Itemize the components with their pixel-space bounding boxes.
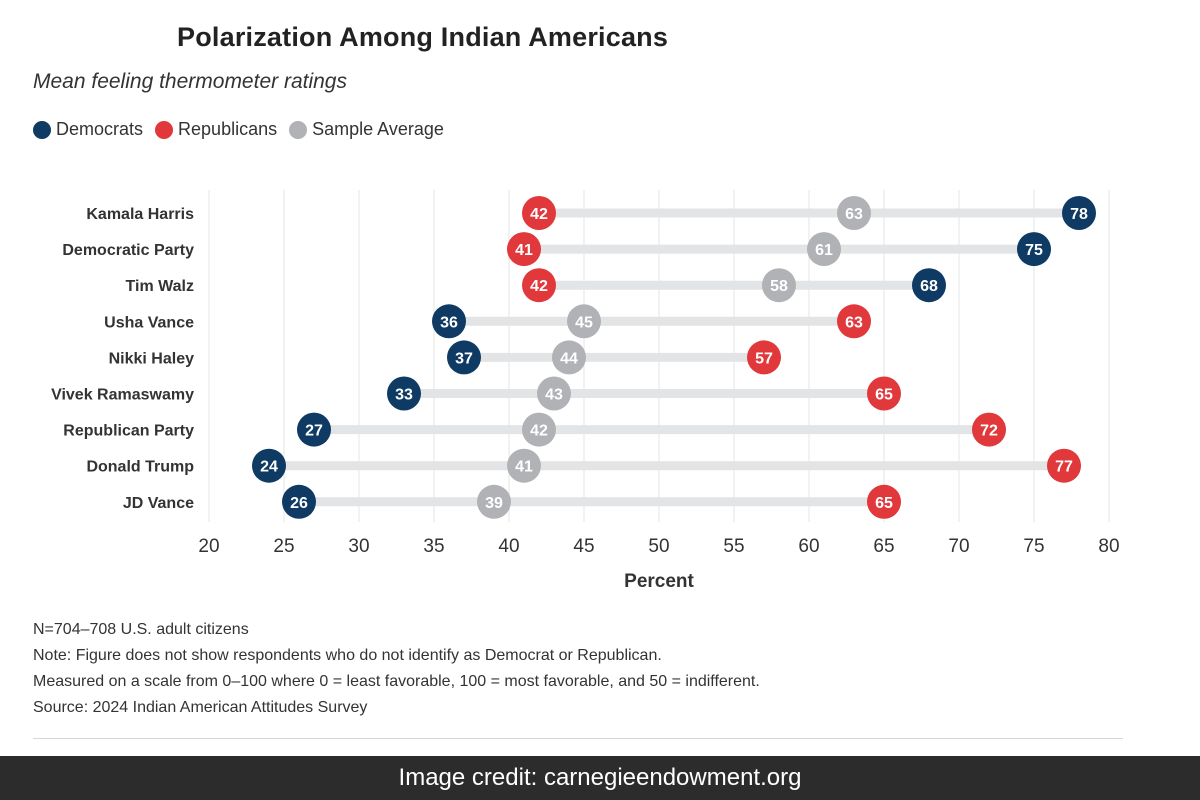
dot-sample-average-republican-party <box>522 412 556 447</box>
y-category-label-kamala-harris: Kamala Harris <box>86 206 194 223</box>
dot-republicans-kamala-harris <box>522 196 556 230</box>
data-label-democrats-jd-vance: 26 <box>290 495 308 512</box>
data-label-republicans-vivek-ramaswamy: 65 <box>875 387 893 404</box>
y-category-label-tim-walz: Tim Walz <box>126 278 194 295</box>
data-label-democrats-kamala-harris: 78 <box>1070 206 1088 223</box>
data-label-republicans-nikki-haley: 57 <box>755 350 773 367</box>
y-category-label-usha-vance: Usha Vance <box>104 314 194 331</box>
legend: Democrats Republicans Sample Average <box>33 119 456 140</box>
note-source: Source: 2024 Indian American Attitudes S… <box>33 699 368 716</box>
data-label-democrats-usha-vance: 36 <box>440 314 458 331</box>
data-label-sample-average-nikki-haley: 44 <box>560 350 578 367</box>
y-category-label-nikki-haley: Nikki Haley <box>109 350 194 367</box>
x-tick-label-65: 65 <box>873 536 894 557</box>
dot-democrats-kamala-harris <box>1062 196 1096 230</box>
dot-sample-average-donald-trump <box>507 448 541 483</box>
dot-sample-average-nikki-haley <box>552 340 586 375</box>
dot-republicans-tim-walz <box>522 268 556 303</box>
data-label-democrats-vivek-ramaswamy: 33 <box>395 387 413 404</box>
x-tick-label-50: 50 <box>648 536 669 557</box>
dot-democrats-vivek-ramaswamy <box>387 376 421 411</box>
data-label-democrats-tim-walz: 68 <box>920 278 938 295</box>
dot-democrats-donald-trump <box>252 448 286 483</box>
data-label-democrats-nikki-haley: 37 <box>455 350 473 367</box>
data-label-republicans-kamala-harris: 42 <box>530 206 548 223</box>
note-exclusion: Note: Figure does not show respondents w… <box>33 647 662 664</box>
legend-item-democrats: Democrats <box>33 119 143 140</box>
dot-sample-average-vivek-ramaswamy <box>537 376 571 411</box>
legend-dot-sample-average <box>289 120 308 139</box>
x-tick-label-60: 60 <box>798 536 819 557</box>
x-tick-label-45: 45 <box>573 536 594 557</box>
chart-title: Polarization Among Indian Americans <box>177 22 669 52</box>
note-scale: Measured on a scale from 0–100 where 0 =… <box>33 673 760 690</box>
y-category-label-democratic-party: Democratic Party <box>62 242 194 259</box>
dot-sample-average-usha-vance <box>567 304 601 339</box>
data-label-republicans-tim-walz: 42 <box>530 278 548 295</box>
data-label-republicans-democratic-party: 41 <box>515 242 533 259</box>
data-label-republicans-jd-vance: 65 <box>875 495 893 512</box>
image-credit: Image credit: carnegieendowment.org <box>0 756 1200 800</box>
data-label-democrats-democratic-party: 75 <box>1025 242 1043 259</box>
legend-item-sample-average: Sample Average <box>289 119 444 140</box>
dot-plot: 20 25 30 35 40 45 50 55 60 65 70 75 80 Percent Kamala … <box>51 190 1120 592</box>
dot-republicans-usha-vance <box>837 304 871 339</box>
legend-dot-republicans <box>155 120 174 139</box>
dot-sample-average-kamala-harris <box>837 196 871 230</box>
dot-republicans-donald-trump <box>1047 448 1081 483</box>
data-label-sample-average-tim-walz: 58 <box>770 278 788 295</box>
data-label-republicans-republican-party: 72 <box>980 423 998 440</box>
dot-democrats-tim-walz <box>912 268 946 303</box>
dot-republicans-nikki-haley <box>747 340 781 375</box>
x-tick-label-70: 70 <box>948 536 969 557</box>
x-tick-label-55: 55 <box>723 536 744 557</box>
data-label-sample-average-kamala-harris: 63 <box>845 206 863 223</box>
dot-democrats-republican-party <box>297 412 331 447</box>
dot-democrats-usha-vance <box>432 304 466 339</box>
data-label-sample-average-vivek-ramaswamy: 43 <box>545 387 563 404</box>
divider <box>33 738 1123 739</box>
chart-notes: N=704–708 U.S. adult citizens Note: Figu… <box>33 617 760 721</box>
dot-democrats-nikki-haley <box>447 340 481 375</box>
data-label-republicans-donald-trump: 77 <box>1055 459 1073 476</box>
data-label-democrats-republican-party: 27 <box>305 423 323 440</box>
dot-sample-average-jd-vance <box>477 484 511 519</box>
x-tick-label-35: 35 <box>423 536 444 557</box>
note-sample-size: N=704–708 U.S. adult citizens <box>33 621 249 638</box>
x-tick-label-40: 40 <box>498 536 519 557</box>
y-category-label-donald-trump: Donald Trump <box>86 459 194 476</box>
dot-republicans-vivek-ramaswamy <box>867 376 901 411</box>
data-label-sample-average-donald-trump: 41 <box>515 459 533 476</box>
legend-label-sample-average: Sample Average <box>312 119 444 139</box>
chart-subtitle: Mean feeling thermometer ratings <box>33 70 347 93</box>
dot-sample-average-tim-walz <box>762 268 796 303</box>
data-label-sample-average-jd-vance: 39 <box>485 495 503 512</box>
legend-item-republicans: Republicans <box>155 119 277 140</box>
x-tick-label-25: 25 <box>273 536 294 557</box>
y-category-label-republican-party: Republican Party <box>63 423 194 440</box>
dot-democrats-jd-vance <box>282 484 316 519</box>
legend-label-republicans: Republicans <box>178 119 278 139</box>
dot-democrats-democratic-party <box>1017 232 1051 267</box>
dot-republicans-democratic-party <box>507 232 541 267</box>
x-tick-label-20: 20 <box>198 536 219 557</box>
x-axis-title: Percent <box>624 571 694 592</box>
y-category-label-jd-vance: JD Vance <box>123 495 194 512</box>
legend-dot-democrats <box>33 120 51 139</box>
dot-republicans-republican-party <box>972 412 1006 447</box>
dot-republicans-jd-vance <box>867 484 901 519</box>
data-label-republicans-usha-vance: 63 <box>845 314 863 331</box>
data-label-sample-average-republican-party: 42 <box>530 423 548 440</box>
x-tick-label-80: 80 <box>1098 536 1119 557</box>
x-tick-label-75: 75 <box>1023 536 1044 557</box>
data-label-sample-average-democratic-party: 61 <box>815 242 833 259</box>
data-label-sample-average-usha-vance: 45 <box>575 314 593 331</box>
legend-label-democrats: Democrats <box>56 119 144 139</box>
dot-sample-average-democratic-party <box>807 232 841 267</box>
data-label-democrats-donald-trump: 24 <box>260 459 278 476</box>
y-category-label-vivek-ramaswamy: Vivek Ramaswamy <box>51 387 194 404</box>
x-tick-label-30: 30 <box>348 536 369 557</box>
